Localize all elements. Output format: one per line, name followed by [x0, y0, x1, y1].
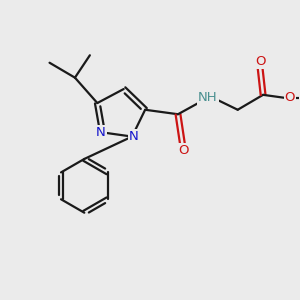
Text: O: O	[255, 55, 266, 68]
Text: NH: NH	[198, 91, 218, 104]
Text: N: N	[129, 130, 138, 143]
Text: O: O	[285, 91, 295, 104]
Text: O: O	[178, 144, 188, 157]
Text: N: N	[96, 126, 106, 139]
